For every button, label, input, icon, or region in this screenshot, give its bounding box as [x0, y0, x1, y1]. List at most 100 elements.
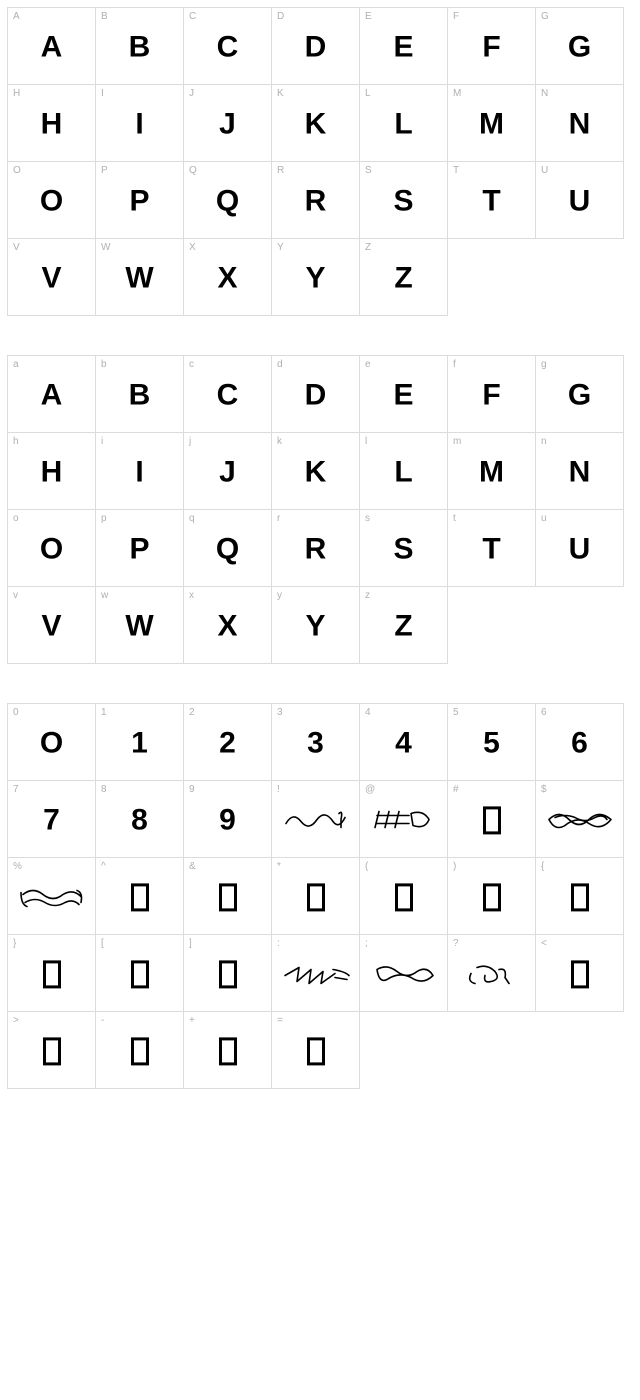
- glyph-character: B: [129, 379, 151, 413]
- glyph-cell: oO: [7, 509, 96, 587]
- glyph-character: L: [394, 108, 412, 142]
- glyph-cell: CC: [183, 7, 272, 85]
- glyph-character: E: [393, 379, 413, 413]
- glyph-cell: bB: [95, 355, 184, 433]
- glyph-cell: vV: [7, 586, 96, 664]
- glyph-label: F: [453, 11, 459, 22]
- glyph-cell: [: [95, 934, 184, 1012]
- glyph-cell: (: [359, 857, 448, 935]
- glyph-cell: NN: [535, 84, 624, 162]
- glyph-character: Z: [394, 610, 412, 644]
- glyph-cell: 99: [183, 780, 272, 858]
- glyph-character: F: [482, 31, 500, 65]
- glyph-label: ;: [365, 938, 368, 949]
- glyph-character: V: [41, 262, 61, 296]
- glyph-row: hHiIjJkKlLmMnN: [8, 433, 632, 510]
- glyph-label: W: [101, 242, 110, 253]
- glyph-label: (: [365, 861, 368, 872]
- glyph-label: }: [13, 938, 16, 949]
- glyph-cell: HH: [7, 84, 96, 162]
- graffiti-glyph: [369, 960, 439, 990]
- glyph-cell: uU: [535, 509, 624, 587]
- glyph-cell: nN: [535, 432, 624, 510]
- glyph-character: M: [479, 108, 504, 142]
- glyph-cell: VV: [7, 238, 96, 316]
- glyph-character: H: [41, 456, 63, 490]
- glyph-cell: SS: [359, 161, 448, 239]
- missing-glyph-box: [43, 960, 61, 988]
- glyph-character: O: [40, 533, 63, 567]
- glyph-cell: lL: [359, 432, 448, 510]
- glyph-character: M: [479, 456, 504, 490]
- glyph-label: G: [541, 11, 549, 22]
- glyph-row: VVWWXXYYZZ: [8, 239, 632, 316]
- glyph-character: 3: [307, 727, 324, 761]
- glyph-character: 9: [219, 804, 236, 838]
- glyph-cell: ^: [95, 857, 184, 935]
- glyph-label: t: [453, 513, 456, 524]
- glyph-cell: JJ: [183, 84, 272, 162]
- glyph-cell: rR: [271, 509, 360, 587]
- glyph-label: &: [189, 861, 196, 872]
- glyph-label: i: [101, 436, 103, 447]
- glyph-label: E: [365, 11, 372, 22]
- glyph-character: K: [305, 108, 327, 142]
- glyph-cell: -: [95, 1011, 184, 1089]
- glyph-cell: 44: [359, 703, 448, 781]
- glyph-cell: xX: [183, 586, 272, 664]
- glyph-character: P: [129, 533, 149, 567]
- glyph-label: h: [13, 436, 19, 447]
- glyph-cell: EE: [359, 7, 448, 85]
- glyph-character: W: [125, 262, 153, 296]
- glyph-label: g: [541, 359, 547, 370]
- glyph-label: 3: [277, 707, 283, 718]
- glyph-label: D: [277, 11, 284, 22]
- glyph-cell: 33: [271, 703, 360, 781]
- glyph-label: T: [453, 165, 459, 176]
- glyph-label: ^: [101, 861, 106, 872]
- glyph-label: u: [541, 513, 547, 524]
- glyph-cell: ?: [447, 934, 536, 1012]
- glyph-label: $: [541, 784, 547, 795]
- glyph-character: 5: [483, 727, 500, 761]
- glyph-character: Q: [216, 185, 239, 219]
- glyph-cell: ): [447, 857, 536, 935]
- glyph-cell: zZ: [359, 586, 448, 664]
- glyph-label: m: [453, 436, 461, 447]
- glyph-cell: OO: [7, 161, 96, 239]
- glyph-label: -: [101, 1015, 104, 1026]
- glyph-cell: %: [7, 857, 96, 935]
- glyph-label: e: [365, 359, 371, 370]
- glyph-cell: tT: [447, 509, 536, 587]
- glyph-character: N: [569, 108, 591, 142]
- glyph-label: Y: [277, 242, 284, 253]
- glyph-label: V: [13, 242, 20, 253]
- glyph-label: H: [13, 88, 20, 99]
- glyph-cell: 88: [95, 780, 184, 858]
- glyph-label: a: [13, 359, 19, 370]
- missing-glyph-box: [395, 883, 413, 911]
- graffiti-glyph: [17, 883, 87, 913]
- glyph-cell: iI: [95, 432, 184, 510]
- glyph-cell: 77: [7, 780, 96, 858]
- glyph-cell: FF: [447, 7, 536, 85]
- glyph-label: C: [189, 11, 196, 22]
- glyph-cell: RR: [271, 161, 360, 239]
- glyph-row: %^&*(){: [8, 858, 632, 935]
- glyph-label: k: [277, 436, 282, 447]
- glyph-label: %: [13, 861, 22, 872]
- glyph-cell: GG: [535, 7, 624, 85]
- missing-glyph-box: [219, 883, 237, 911]
- glyph-cell: XX: [183, 238, 272, 316]
- glyph-label: 9: [189, 784, 195, 795]
- glyph-character: K: [305, 456, 327, 490]
- glyph-cell: PP: [95, 161, 184, 239]
- glyph-label: >: [13, 1015, 19, 1026]
- glyph-cell: 11: [95, 703, 184, 781]
- glyph-cell: QQ: [183, 161, 272, 239]
- glyph-character: W: [125, 610, 153, 644]
- glyph-label: I: [101, 88, 104, 99]
- glyph-character: C: [217, 31, 239, 65]
- glyph-label: M: [453, 88, 461, 99]
- glyph-cell: II: [95, 84, 184, 162]
